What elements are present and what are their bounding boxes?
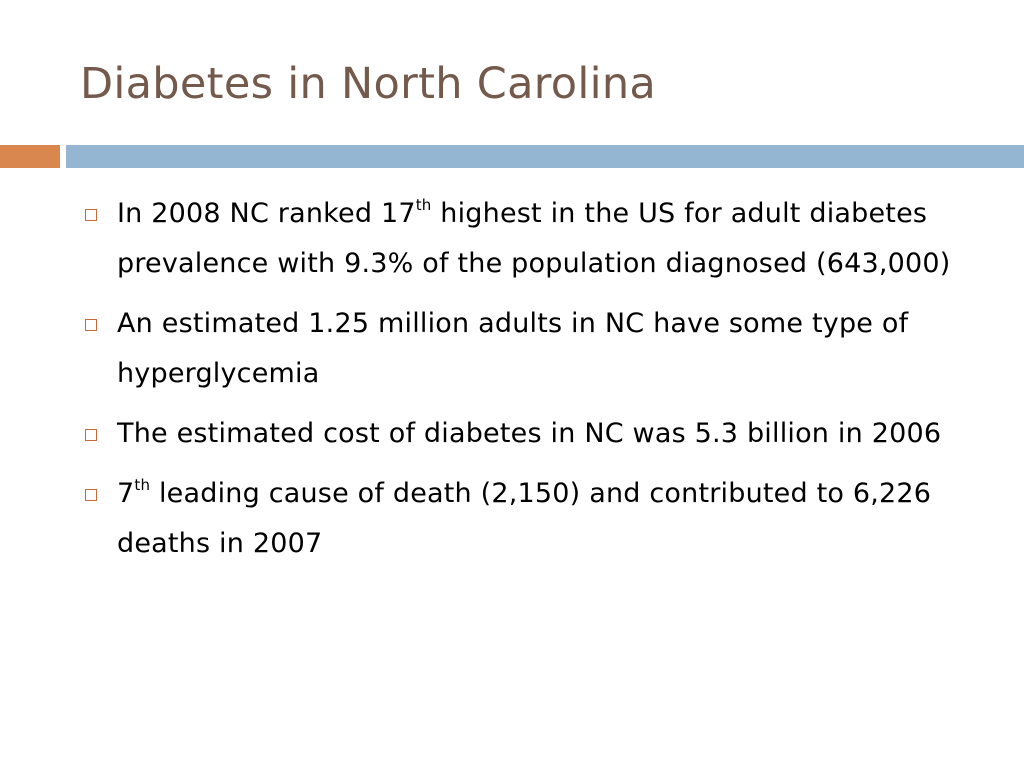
bullet-text: In 2008 NC ranked 17th highest in the US… [117,189,980,289]
bullet-text-rest: highest in the US for adult diabetes pre… [117,198,951,279]
bullet-text-main: In 2008 NC ranked 17 [117,198,416,229]
bullet-text-main: 7 [117,478,135,509]
ordinal-suffix: th [415,196,432,214]
bullet-item: In 2008 NC ranked 17th highest in the US… [80,189,980,289]
bullet-text-main: An estimated 1.25 million adults in NC h… [117,308,909,389]
square-bullet-icon [85,429,97,441]
bullet-item: 7th leading cause of death (2,150) and c… [80,469,980,569]
square-bullet-icon [85,209,97,221]
bullet-text-main: The estimated cost of diabetes in NC was… [117,418,942,449]
title-divider-bar [66,145,1024,168]
square-bullet-icon [85,489,97,501]
bullet-item: The estimated cost of diabetes in NC was… [80,409,980,459]
bullet-text: An estimated 1.25 million adults in NC h… [117,299,980,399]
bullet-text-rest: leading cause of death (2,150) and contr… [117,478,932,559]
bullet-item: An estimated 1.25 million adults in NC h… [80,299,980,399]
slide-title: Diabetes in North Carolina [80,59,657,109]
ordinal-suffix: th [134,476,151,494]
bullet-text: 7th leading cause of death (2,150) and c… [117,469,980,569]
title-accent-bar [0,145,60,168]
bullet-list: In 2008 NC ranked 17th highest in the US… [80,189,980,579]
square-bullet-icon [85,319,97,331]
bullet-text: The estimated cost of diabetes in NC was… [117,409,980,459]
